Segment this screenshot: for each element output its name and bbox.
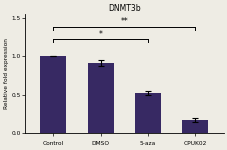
Bar (182, 120, 207, 133)
Bar (87, 63, 113, 133)
Y-axis label: Relative fold expression: Relative fold expression (4, 38, 9, 109)
Bar (134, 93, 160, 133)
Text: **: ** (120, 17, 128, 26)
Text: *: * (98, 30, 102, 39)
Title: DNMT3b: DNMT3b (108, 4, 140, 13)
Bar (40, 56, 66, 133)
